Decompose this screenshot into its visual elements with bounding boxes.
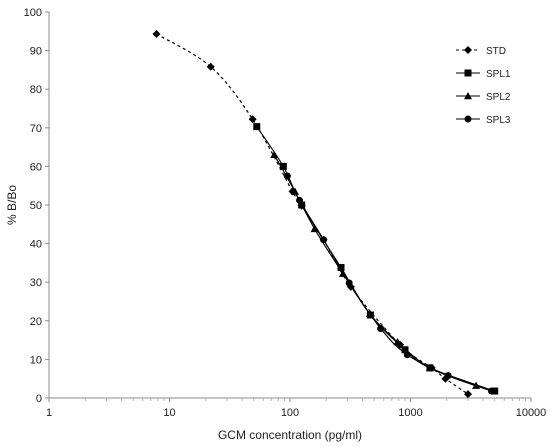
series-spl3 — [283, 172, 495, 395]
x-tick-label: 1 — [46, 407, 52, 419]
series-line-spl2 — [273, 154, 477, 387]
y-tick-label: 80 — [30, 84, 42, 96]
data-point-spl1 — [337, 264, 345, 272]
x-tick-label: 1000 — [398, 407, 422, 419]
legend-item-spl2: SPL2 — [456, 92, 511, 103]
legend-label-spl1: SPL1 — [486, 69, 511, 80]
data-point-spl3 — [320, 236, 328, 244]
series-line-spl1 — [256, 126, 495, 392]
y-tick-label: 70 — [30, 123, 42, 135]
legend: STD SPL1 SPL2 SPL3 — [456, 46, 511, 126]
y-axis-title: % B/Bo — [5, 185, 19, 225]
legend-marker-spl1 — [464, 69, 472, 77]
data-point-spl2 — [393, 338, 402, 346]
y-tick-label: 20 — [30, 316, 42, 328]
y-tick-label: 40 — [30, 239, 42, 251]
data-point-std — [463, 390, 472, 399]
data-point-spl3 — [403, 351, 411, 359]
y-tick-label: 50 — [30, 200, 42, 212]
y-tick-label: 90 — [30, 46, 42, 58]
series-spl1 — [253, 123, 499, 395]
plot-area — [152, 30, 499, 399]
legend-label-spl2: SPL2 — [486, 92, 511, 103]
legend-marker-spl2 — [464, 92, 472, 100]
data-point-spl3 — [487, 387, 495, 395]
data-point-spl3 — [296, 196, 304, 204]
data-point-spl1 — [279, 162, 287, 170]
y-tick-label: 0 — [36, 393, 42, 405]
series-line-std — [156, 33, 469, 395]
legend-item-std: STD — [456, 46, 506, 57]
x-axis-title: GCM concentration (pg/ml) — [218, 428, 362, 442]
data-point-spl3 — [377, 325, 385, 333]
legend-item-spl1: SPL1 — [456, 69, 511, 80]
data-point-spl3 — [444, 372, 452, 380]
legend-marker-std — [464, 46, 472, 54]
x-tick-label: 10 — [163, 407, 175, 419]
legend-marker-spl3 — [464, 115, 472, 123]
data-point-std — [248, 115, 257, 124]
legend-item-spl3: SPL3 — [456, 115, 511, 126]
data-point-std — [206, 62, 215, 71]
y-tick-label: 10 — [30, 354, 42, 366]
data-point-spl2 — [310, 224, 319, 233]
data-point-spl1 — [253, 123, 261, 131]
y-tick-label: 60 — [30, 161, 42, 173]
data-point-spl1 — [401, 346, 409, 354]
y-tick-label: 30 — [30, 277, 42, 289]
x-tick-label: 10000 — [516, 407, 547, 419]
x-tick-label: 100 — [281, 407, 299, 419]
legend-label-spl3: SPL3 — [486, 115, 511, 126]
data-point-spl3 — [345, 279, 353, 287]
legend-label-std: STD — [486, 46, 506, 57]
data-point-spl2 — [270, 150, 279, 159]
y-tick-label: 100 — [24, 7, 42, 19]
data-point-spl3 — [283, 172, 291, 180]
data-point-std — [152, 30, 161, 39]
series-line-spl3 — [286, 175, 492, 392]
series-spl2 — [270, 150, 481, 389]
series-std — [152, 30, 472, 399]
